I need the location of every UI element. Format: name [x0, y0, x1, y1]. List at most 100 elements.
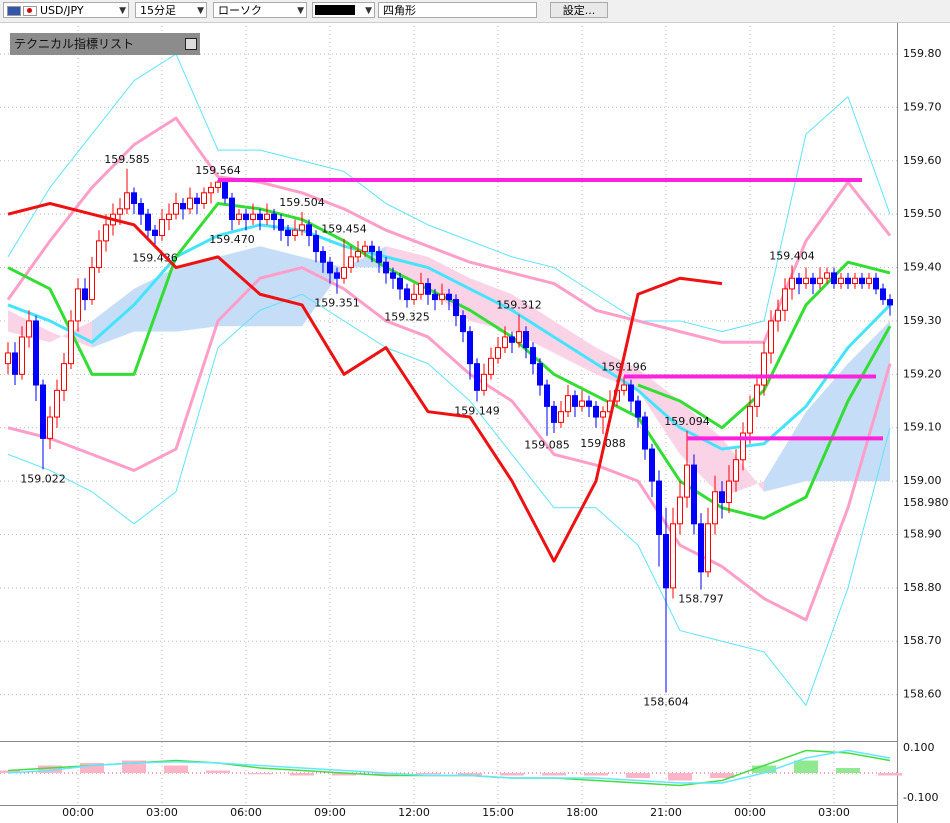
x-tick-label: 00:00 [62, 806, 94, 819]
x-tick-label: 21:00 [650, 806, 682, 819]
price-label: 159.436 [132, 251, 178, 264]
histogram-bar [878, 773, 902, 776]
candle-body [271, 213, 277, 221]
panel-icon[interactable] [185, 38, 197, 50]
candle-body [243, 213, 249, 221]
candle-body [68, 320, 74, 365]
price-label: 159.325 [384, 311, 430, 324]
dropdown-arrow: ▼ [119, 6, 126, 16]
x-tick-label: 18:00 [566, 806, 598, 819]
candle-body [166, 213, 172, 221]
candle-body [299, 224, 305, 231]
cloud [386, 246, 428, 289]
style-select[interactable]: ローソク ▼ [213, 2, 307, 18]
candle-body [474, 363, 480, 391]
histogram-bar [290, 773, 314, 776]
histogram-bar [374, 773, 398, 776]
cloud [596, 347, 638, 391]
candle-body [47, 416, 53, 439]
candle-body [33, 320, 39, 386]
settings-button[interactable]: 設定... [550, 2, 608, 18]
cloud [806, 363, 848, 482]
candle-body [376, 251, 382, 263]
candle-body [418, 283, 424, 295]
symbol-select[interactable]: USD/JPY ▼ [3, 2, 129, 18]
price-label: 159.470 [209, 233, 255, 246]
candle-body [642, 416, 648, 450]
dropdown-arrow: ▼ [297, 6, 304, 16]
candle-body [257, 213, 263, 221]
price-label: 159.022 [20, 472, 66, 485]
candle-body [40, 384, 46, 439]
candle-body [61, 363, 67, 391]
candle-body [502, 336, 508, 349]
candle-body [572, 395, 578, 407]
candle-body [887, 299, 893, 306]
candle-body [530, 347, 536, 365]
candle-body [446, 293, 452, 301]
candle-body [460, 315, 466, 333]
time-axis-line [0, 805, 897, 806]
color-select[interactable]: ▼ [312, 2, 375, 18]
drawing-tool[interactable]: 四角形 [378, 2, 537, 18]
candle-body [516, 331, 522, 343]
cloud [176, 256, 218, 332]
candle-body [411, 293, 417, 301]
candle-body [348, 256, 354, 269]
price-label: 159.094 [664, 415, 710, 428]
timeframe: 15分足 [140, 4, 176, 17]
histogram-bar [500, 773, 524, 776]
settings-label: 設定... [562, 4, 596, 17]
x-tick-label: 00:00 [734, 806, 766, 819]
candle-body [656, 480, 662, 535]
candle-body [19, 336, 25, 375]
candle-body [593, 405, 599, 418]
timeframe-select[interactable]: 15分足 ▼ [135, 2, 207, 18]
candle-body [635, 400, 641, 418]
candle-body [75, 288, 81, 322]
y-tick-label: 158.90 [903, 527, 942, 540]
candle-body [824, 272, 830, 279]
cloud [92, 288, 134, 348]
histogram-bar [416, 773, 440, 775]
candle-body [145, 213, 151, 231]
candle-body [544, 384, 550, 407]
candle-body [327, 261, 333, 274]
candle-body [782, 288, 788, 311]
candle-body [523, 331, 529, 349]
candle-body [341, 267, 347, 279]
candle-body [453, 299, 459, 317]
dropdown-arrow: ▼ [365, 6, 372, 16]
indicator-list[interactable]: テクニカル指標リスト [10, 33, 200, 55]
toolbar: USD/JPY ▼ 15分足 ▼ ローソク ▼ ▼ 四角形 設定... [0, 0, 950, 23]
candle-body [831, 272, 837, 285]
candle-body [768, 320, 774, 354]
candle-body [194, 197, 200, 205]
indicator-line [7, 53, 891, 333]
candle-body [425, 283, 431, 295]
candle-body [677, 496, 683, 525]
candle-body [719, 491, 725, 503]
candle-body [54, 389, 60, 418]
candle-body [663, 533, 669, 589]
histogram-bar [836, 768, 860, 773]
candle-body [201, 192, 207, 205]
price-label: 159.085 [524, 439, 570, 452]
candle-body [488, 357, 494, 375]
flag-us [7, 6, 21, 16]
histogram-bar [0, 770, 20, 773]
candle-body [229, 197, 235, 221]
candle-body [159, 219, 165, 237]
candle-body [397, 277, 403, 290]
candle-body [600, 411, 606, 418]
x-tick-label: 09:00 [314, 806, 346, 819]
candle-body [103, 224, 109, 242]
histogram-bar [668, 773, 692, 781]
candle-body [334, 272, 340, 279]
candle-body [866, 277, 872, 285]
candle-body [264, 213, 270, 221]
candle-body [117, 208, 123, 215]
candle-body [180, 203, 186, 210]
